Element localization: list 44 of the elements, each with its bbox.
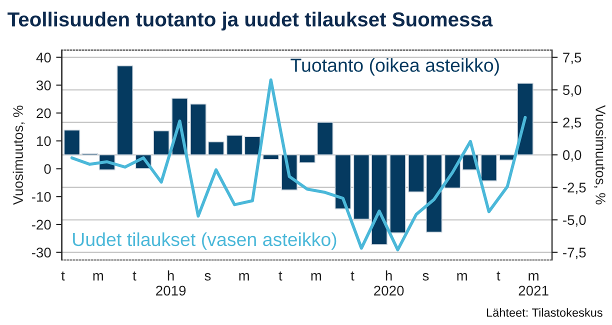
x-tick-label: m 2021 bbox=[518, 273, 548, 296]
x-tick-label: m bbox=[457, 273, 467, 280]
y-tick-label: -10 bbox=[32, 192, 51, 202]
bar bbox=[262, 154, 280, 160]
x-tick-label: t bbox=[132, 272, 136, 281]
bar bbox=[390, 154, 406, 234]
x-tick-label: t bbox=[278, 272, 282, 281]
y2-tick-label: 0,0 bbox=[562, 150, 582, 162]
x-tick-label: m bbox=[311, 273, 322, 280]
x-tick-label: t bbox=[61, 272, 65, 281]
x-tick-label: s bbox=[422, 273, 429, 281]
bar bbox=[226, 134, 243, 156]
y-axis-title: Vuosimuutos, % bbox=[12, 106, 25, 205]
y-tick-label: -30 bbox=[32, 248, 51, 258]
series-label: Uudet tilaukset (vasen asteikko) bbox=[73, 232, 336, 250]
y2-tick-label: -2,5 bbox=[563, 182, 586, 194]
x-tick-label: t bbox=[496, 272, 500, 281]
y2-tick-label: -7,5 bbox=[563, 248, 586, 260]
x-tick-label: m bbox=[239, 273, 249, 280]
bar bbox=[116, 65, 134, 156]
y2-axis-title: Vuosimuutos, % bbox=[594, 105, 606, 204]
x-tick-label: s bbox=[204, 273, 211, 281]
x-tick-label: m bbox=[93, 273, 104, 280]
x-tick-label: h 2020 bbox=[374, 270, 404, 296]
text: Lähteet: Tilastokeskus bbox=[486, 308, 602, 317]
series-label: Tuotanto (oikea asteikko) bbox=[290, 58, 499, 76]
bar bbox=[334, 154, 352, 210]
y2-tick-label: 7,5 bbox=[563, 52, 582, 64]
y-tick-label: 40 bbox=[36, 52, 51, 62]
y-tick-label: 20 bbox=[36, 108, 51, 118]
bar bbox=[244, 136, 261, 156]
y-tick-label: 0 bbox=[44, 164, 51, 174]
chart-title: Teollisuuden tuotanto ja uudet tilaukset Suomessa bbox=[8, 12, 493, 31]
y2-tick-label: -5,0 bbox=[563, 215, 586, 227]
y-tick-label: -20 bbox=[32, 220, 51, 230]
line-series bbox=[70, 78, 527, 252]
bar bbox=[480, 154, 498, 182]
x-tick-label: t bbox=[350, 272, 354, 281]
bar bbox=[517, 82, 534, 156]
x-tick-label: h 2019 bbox=[156, 270, 186, 296]
y2-tick-label: 2,5 bbox=[563, 118, 582, 130]
y2-tick-label: 5,0 bbox=[562, 85, 582, 97]
y-tick-label: 30 bbox=[36, 80, 51, 90]
y-tick-label: 10 bbox=[37, 136, 51, 146]
